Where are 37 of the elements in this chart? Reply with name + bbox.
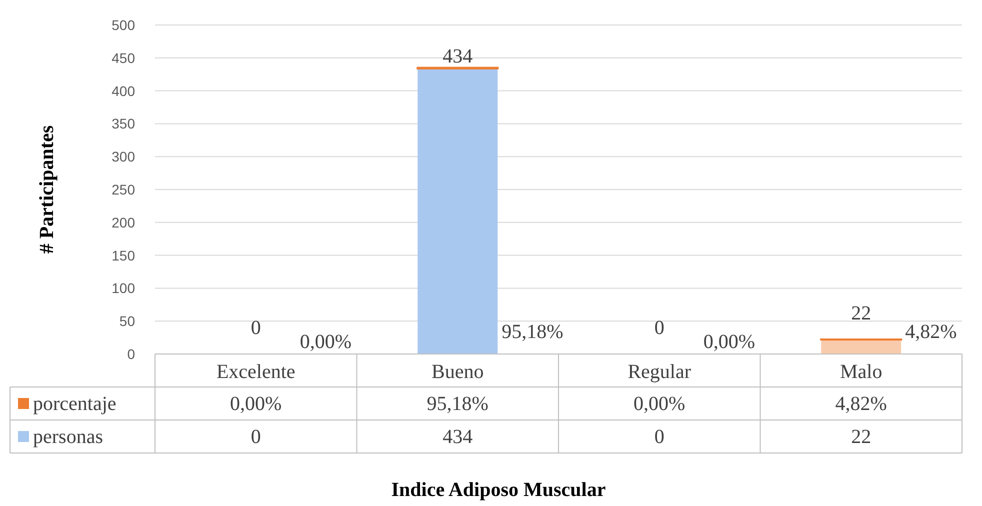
text: 95,18% [502,321,564,343]
y-tick-label: 50 [119,313,136,330]
data-label: 0 [654,426,664,448]
x-tick-label: Regular [628,361,692,383]
legend-label: porcentaje [33,393,116,415]
data-label: 4,82% [835,393,887,415]
y-tick-label: 500 [112,17,136,33]
text: 0,00% [300,331,352,353]
data-label: 0,00% [634,393,686,415]
data-label: 0,00% [230,393,282,415]
y-tick-label: 300 [112,148,136,165]
text: 0 [250,317,261,339]
data-label: 434 [442,426,473,448]
bar [821,340,902,354]
y-tick-label: 200 [112,214,136,230]
data-label: 0 [250,426,261,448]
text: 4,82% [905,321,957,343]
y-tick-label: 400 [112,82,136,99]
text: 0 [654,317,664,339]
bar [418,68,498,354]
y-tick-label: 100 [112,280,136,296]
text: 0,00% [703,331,756,353]
y-tick-label: 350 [112,116,136,132]
y-tick-label: 0 [127,346,136,362]
y-axis-title: # Participantes [36,125,58,254]
x-tick-label: Excelente [216,361,296,383]
text: 22 [851,302,872,325]
y-tick-label: 450 [112,50,136,66]
x-axis-title: Indice Adiposo Muscular [391,479,606,501]
data-label: 95,18% [426,393,488,415]
x-tick-label: Malo [840,361,882,383]
legend-label: personas [33,426,104,448]
text: 434 [442,45,473,68]
x-tick-label: Bueno [432,361,484,383]
y-tick-label: 150 [112,247,136,264]
y-tick-label: 250 [112,182,136,198]
data-label: 22 [851,426,872,448]
